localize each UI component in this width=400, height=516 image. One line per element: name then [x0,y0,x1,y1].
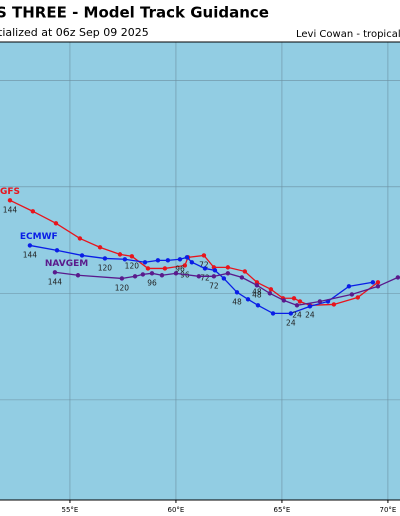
track-point [97,245,103,250]
track-point [288,311,294,316]
hour-label: 72 [199,260,209,269]
hour-label: 72 [200,273,210,282]
track-point [297,299,303,304]
track-point [177,257,183,262]
track-point [53,221,59,226]
track-point [140,272,146,277]
hour-label: 144 [48,277,63,286]
track-point [242,269,248,274]
track-point [212,268,218,273]
track-point [346,284,352,289]
track-point [291,296,297,301]
track-point [375,280,381,285]
track-point [102,256,108,261]
track-point [142,260,148,265]
track-point [234,290,240,295]
track-point [196,274,202,279]
hour-label: 24 [305,310,315,319]
track-point [225,265,231,270]
track-point [317,299,323,304]
track-point [395,275,400,280]
hour-label: 96 [147,278,157,287]
track-point [370,280,376,285]
credit: Levi Cowan - tropicaltid [296,29,400,40]
track-point [221,276,227,281]
hour-label: 144 [23,250,38,259]
track-point [254,283,260,288]
x-tick-label: 70°E [379,506,396,514]
track-point [145,266,151,271]
x-tick-label: 60°E [168,506,185,514]
hour-label: 72 [209,281,219,290]
track-point [155,258,161,263]
track-point [79,253,85,258]
ocean [0,42,400,500]
chart-subtitle: tialized at 06z Sep 09 2025 [0,26,149,39]
hour-label: 24 [286,318,296,327]
track-point [182,263,188,268]
chart-title: S THREE - Model Track Guidance [0,4,269,22]
hour-label: 120 [115,283,130,292]
track-point [7,198,13,203]
hour-label: 48 [232,297,242,306]
model-name: GFS [0,187,20,197]
track-point [211,274,217,279]
track-point [267,291,273,296]
track-point [189,260,195,265]
track-point [129,254,135,259]
track-point [245,297,251,302]
track-point [77,236,83,241]
track-point [355,295,361,300]
track-point [331,302,337,307]
track-point [117,252,123,257]
track-point [255,303,261,308]
track-point [132,274,138,279]
track-point [294,303,300,308]
track-point [173,271,179,276]
track-point [307,304,313,309]
x-tick-label: 65°E [274,506,291,514]
hour-label: 48 [252,287,262,296]
track-point [162,266,168,271]
track-point [239,275,245,280]
track-point [159,273,165,278]
track-point [27,243,33,248]
hour-label: 48 [252,290,262,299]
track-point [281,298,287,303]
track-point [149,271,155,276]
track-point [375,284,381,289]
model-name: ECMWF [20,232,58,242]
track-point [119,276,125,281]
track-point [122,257,128,262]
track-point [30,209,36,214]
track-point [75,273,81,278]
track-point [225,271,231,276]
track-point [202,266,208,271]
plot-area: 144 120 96 72 48 24 GFS 144 120 96 72 48 24 ECMWF 144 1… [0,42,400,500]
hour-label: 120 [125,261,140,270]
track-point [165,258,171,263]
hour-label: 144 [3,205,18,214]
hour-label: 24 [292,310,302,319]
track-point [270,311,276,316]
track-point [268,287,274,292]
track-point [349,292,355,297]
model-name: NAVGEM [45,259,88,269]
x-tick-label: 55°E [62,506,79,514]
hour-label: 96 [175,264,185,273]
track-point [201,253,207,258]
hour-label: 120 [98,263,113,272]
track-point [52,270,58,275]
track-point [184,255,190,260]
track-point [54,248,60,253]
